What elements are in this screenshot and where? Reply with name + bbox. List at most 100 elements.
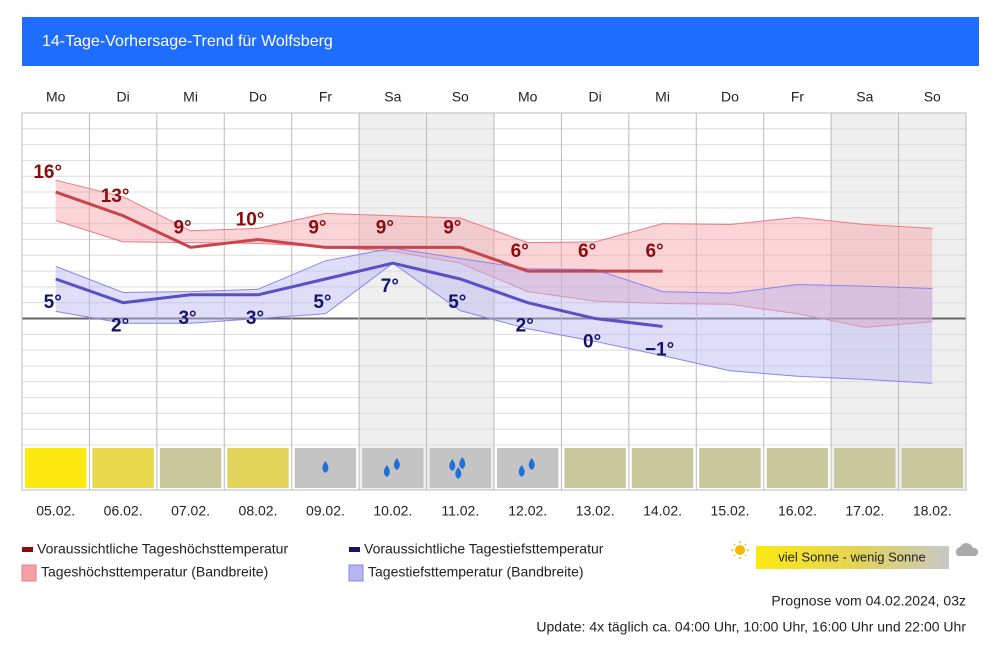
legend-label: Tagestiefsttemperatur (Bandbreite): [368, 564, 584, 580]
weekday-label: Mo: [46, 89, 66, 105]
date-label: 06.02.: [104, 503, 143, 519]
value-label: 6°: [645, 241, 663, 262]
weekday-label: Do: [249, 89, 267, 105]
weekday-label: Mi: [183, 89, 198, 105]
weekday-label: Mi: [655, 89, 670, 105]
date-label: 08.02.: [239, 503, 278, 519]
date-label: 10.02.: [373, 503, 412, 519]
weekday-label: Sa: [384, 89, 401, 105]
sky-box: [834, 448, 896, 488]
title-bar: [22, 17, 979, 66]
plot-area: Mo 05.02. Di 06.02. Mi 07.02. Do 08.02. Fr 09.02.…: [21, 89, 967, 519]
legend-swatch: [349, 547, 360, 552]
rain-icon: [449, 457, 466, 479]
value-label: 9°: [308, 217, 326, 238]
date-label: 12.02.: [508, 503, 547, 519]
rain-drop: [518, 465, 525, 477]
legend-swatch: [348, 564, 364, 582]
value-label: 6°: [511, 241, 529, 262]
value-label: 7°: [381, 276, 399, 297]
rain-drop: [383, 465, 390, 477]
sky-box: [699, 448, 761, 488]
sky-box: [631, 448, 694, 488]
day-column: [359, 113, 427, 490]
rain-drop: [449, 459, 456, 471]
legend-swatch: [21, 564, 37, 582]
cloud-icon: [955, 543, 979, 556]
value-label: 6°: [578, 241, 596, 262]
sky-box: [497, 448, 559, 488]
rain-drop: [322, 461, 329, 473]
date-label: 17.02.: [845, 503, 884, 519]
weekday-label: Di: [117, 89, 130, 105]
value-label: 5°: [313, 292, 331, 313]
legend-label: Voraussichtliche Tagestiefsttemperatur: [364, 541, 604, 557]
band-edge: [55, 220, 933, 328]
weekday-label: Do: [721, 89, 739, 105]
sun-scale-label: viel Sonne - wenig Sonne: [778, 549, 925, 564]
rain-drop: [455, 467, 462, 479]
sky-box: [362, 448, 424, 488]
value-label: 5°: [44, 292, 62, 313]
temperature-line: [55, 261, 663, 328]
date-label: 18.02.: [913, 503, 952, 519]
weekday-label: So: [452, 89, 469, 105]
sun-icon: [731, 541, 749, 559]
temperature-line: [55, 190, 663, 273]
band-edge: [55, 262, 933, 384]
weekday-label: Mo: [518, 89, 538, 105]
date-label: 16.02.: [778, 503, 817, 519]
value-label: 13°: [101, 186, 130, 207]
weekday-label: Sa: [856, 89, 873, 105]
chart-title: 14-Tage-Vorhersage-Trend für Wolfsberg: [42, 33, 333, 50]
sky-box: [92, 448, 154, 488]
legend-label: Voraussichtliche Tageshöchsttemperatur: [37, 541, 288, 557]
value-label: 2°: [516, 316, 534, 337]
rain-icon: [322, 461, 329, 473]
value-label: 10°: [236, 209, 265, 230]
rain-drop: [459, 457, 466, 469]
date-label: 14.02.: [643, 503, 682, 519]
weekday-label: Di: [589, 89, 602, 105]
update-info: Update: 4x täglich ca. 04:00 Uhr, 10:00 …: [536, 619, 966, 635]
date-label: 13.02.: [576, 503, 615, 519]
sky-box: [429, 448, 491, 488]
weekday-label: Fr: [791, 89, 805, 105]
plot-border: [21, 112, 967, 491]
value-label: −1°: [645, 339, 674, 360]
date-label: 11.02.: [441, 503, 479, 519]
sky-box: [25, 448, 87, 488]
band-edge: [55, 179, 933, 244]
date-label: 05.02.: [36, 503, 75, 519]
value-label: 3°: [246, 308, 264, 329]
band-edge: [55, 247, 933, 294]
rain-drop: [528, 458, 535, 470]
value-label: 2°: [111, 316, 129, 337]
weekday-label: So: [924, 89, 941, 105]
value-label: 0°: [583, 332, 601, 353]
value-label: 9°: [443, 217, 461, 238]
legend-swatch: [22, 547, 33, 552]
rain-icon: [383, 458, 400, 477]
sky-box: [901, 448, 963, 488]
value-label: 3°: [178, 308, 196, 329]
value-label: 9°: [173, 217, 191, 238]
sky-box: [159, 448, 222, 488]
legend-label: Tageshöchsttemperatur (Bandbreite): [41, 564, 268, 580]
forecast-date: Prognose vom 04.02.2024, 03z: [771, 593, 966, 609]
rain-icon: [518, 458, 535, 477]
value-label: 16°: [33, 162, 62, 183]
rain-drop: [393, 458, 400, 470]
date-label: 15.02.: [711, 503, 750, 519]
value-label: 5°: [448, 292, 466, 313]
sun-scale: [756, 546, 949, 569]
value-label: 9°: [376, 217, 394, 238]
sky-box: [766, 448, 829, 488]
range-band: [55, 180, 933, 328]
range-band: [55, 248, 933, 384]
sky-box: [564, 448, 626, 488]
sky-box: [227, 448, 289, 488]
weekday-label: Fr: [319, 89, 333, 105]
date-label: 07.02.: [171, 503, 210, 519]
